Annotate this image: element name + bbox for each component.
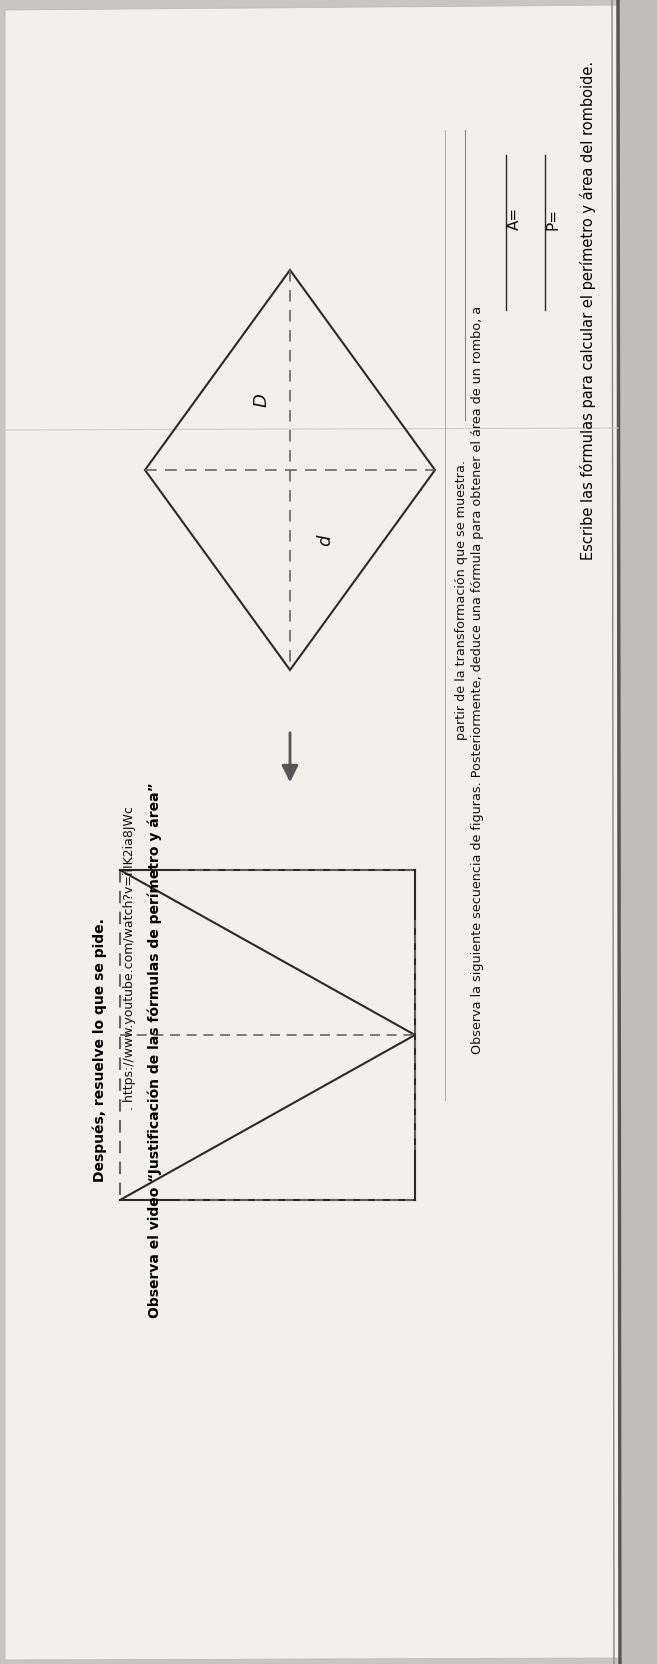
Text: d: d — [316, 534, 334, 546]
Text: Escribe las fórmulas para calcular el perímetro y área del romboide.: Escribe las fórmulas para calcular el pe… — [580, 60, 596, 559]
Text: Después, resuelve lo que se pide.: Después, resuelve lo que se pide. — [93, 919, 107, 1181]
Text: . https://www.youtube.com/watch?v=iiIK2ia8JWc: . https://www.youtube.com/watch?v=iiIK2i… — [124, 805, 137, 1113]
Polygon shape — [618, 0, 657, 1664]
Text: A=: A= — [507, 206, 522, 230]
Text: D: D — [253, 393, 271, 408]
Polygon shape — [5, 5, 625, 1661]
Text: partir de la transformación que se muestra.: partir de la transformación que se muest… — [455, 459, 468, 740]
Text: Observa el video “Justificación de las fórmulas de perímetro y área”: Observa el video “Justificación de las f… — [148, 782, 162, 1318]
Text: P=: P= — [545, 208, 560, 230]
Text: Observa la siguiente secuencia de figuras. Posteriormente, deduce una fórmula pa: Observa la siguiente secuencia de figura… — [472, 306, 484, 1053]
